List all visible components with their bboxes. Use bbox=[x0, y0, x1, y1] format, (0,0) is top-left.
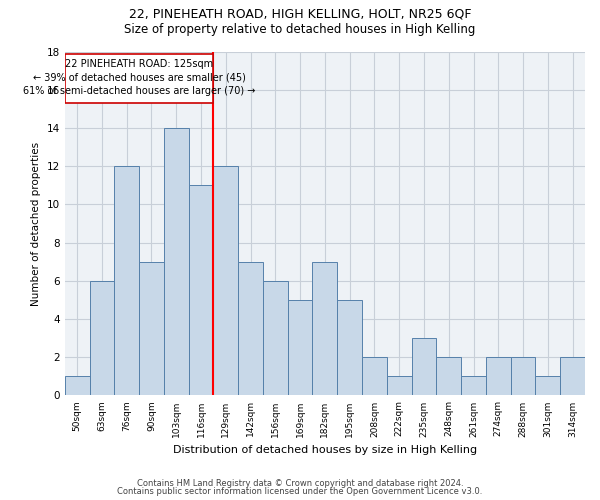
Bar bbox=[313, 262, 337, 396]
Bar bbox=[115, 166, 139, 396]
Bar bbox=[436, 357, 461, 396]
Bar bbox=[238, 262, 263, 396]
Bar bbox=[461, 376, 486, 396]
Bar bbox=[288, 300, 313, 396]
Bar bbox=[560, 357, 585, 396]
Bar bbox=[188, 186, 214, 396]
Bar bbox=[486, 357, 511, 396]
Text: Size of property relative to detached houses in High Kelling: Size of property relative to detached ho… bbox=[124, 22, 476, 36]
Y-axis label: Number of detached properties: Number of detached properties bbox=[31, 142, 41, 306]
Bar bbox=[214, 166, 238, 396]
Text: Contains HM Land Registry data © Crown copyright and database right 2024.: Contains HM Land Registry data © Crown c… bbox=[137, 478, 463, 488]
Text: 61% of semi-detached houses are larger (70) →: 61% of semi-detached houses are larger (… bbox=[23, 86, 255, 96]
Bar bbox=[511, 357, 535, 396]
Bar bbox=[263, 281, 288, 396]
Bar bbox=[337, 300, 362, 396]
Bar bbox=[164, 128, 188, 396]
Bar bbox=[65, 54, 214, 103]
Bar bbox=[362, 357, 387, 396]
Text: Contains public sector information licensed under the Open Government Licence v3: Contains public sector information licen… bbox=[118, 487, 482, 496]
Text: ← 39% of detached houses are smaller (45): ← 39% of detached houses are smaller (45… bbox=[32, 72, 245, 83]
Bar bbox=[535, 376, 560, 396]
Bar bbox=[89, 281, 115, 396]
Bar bbox=[65, 376, 89, 396]
Bar bbox=[139, 262, 164, 396]
X-axis label: Distribution of detached houses by size in High Kelling: Distribution of detached houses by size … bbox=[173, 445, 477, 455]
Text: 22 PINEHEATH ROAD: 125sqm: 22 PINEHEATH ROAD: 125sqm bbox=[65, 59, 213, 69]
Bar bbox=[412, 338, 436, 396]
Bar bbox=[387, 376, 412, 396]
Text: 22, PINEHEATH ROAD, HIGH KELLING, HOLT, NR25 6QF: 22, PINEHEATH ROAD, HIGH KELLING, HOLT, … bbox=[129, 8, 471, 20]
